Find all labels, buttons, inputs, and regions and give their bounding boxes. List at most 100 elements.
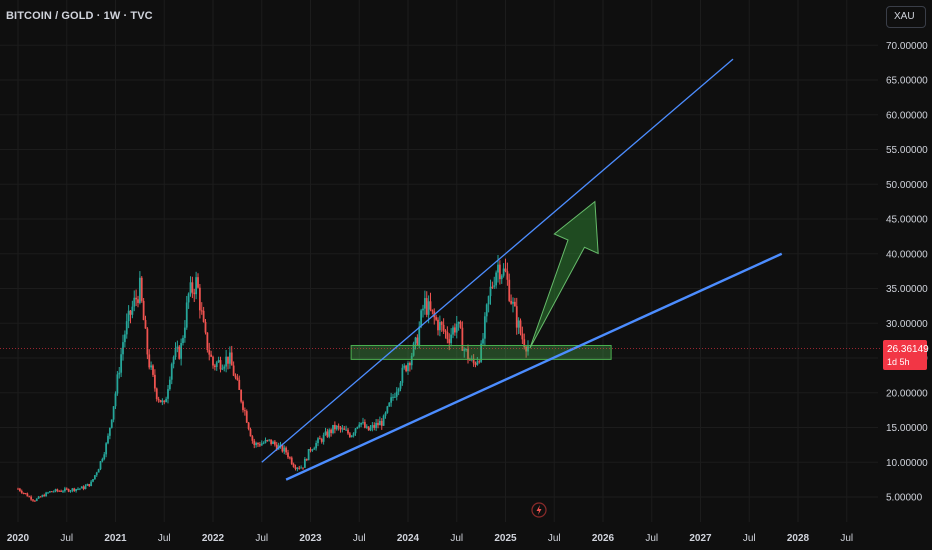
candle bbox=[425, 298, 428, 315]
candle bbox=[92, 479, 94, 482]
candle bbox=[110, 419, 113, 428]
candle bbox=[386, 406, 389, 413]
candle bbox=[223, 366, 226, 369]
candle bbox=[35, 498, 38, 502]
candle bbox=[328, 429, 331, 437]
candle bbox=[114, 393, 117, 407]
candle bbox=[18, 488, 21, 491]
candle bbox=[298, 467, 301, 469]
candle bbox=[427, 301, 430, 315]
candle bbox=[491, 286, 494, 288]
candle bbox=[474, 363, 477, 365]
y-tick-label: 60.00000 bbox=[886, 110, 928, 121]
candle bbox=[416, 337, 419, 346]
candle bbox=[266, 440, 269, 442]
candle bbox=[350, 435, 353, 438]
candle bbox=[495, 272, 498, 286]
y-tick-label: 35.00000 bbox=[886, 284, 928, 295]
candle bbox=[63, 488, 66, 492]
candle bbox=[472, 358, 475, 364]
x-tick-label: Jul bbox=[450, 533, 463, 544]
candle bbox=[392, 396, 394, 398]
candle bbox=[384, 412, 387, 416]
candle bbox=[225, 356, 228, 367]
candle bbox=[403, 365, 406, 368]
candle bbox=[22, 492, 25, 494]
candle bbox=[236, 377, 239, 380]
candle bbox=[358, 424, 361, 427]
candle bbox=[315, 443, 318, 449]
candle bbox=[208, 349, 211, 355]
time-axis: 2020 Jul 2021 Jul 2022 Jul 2023 Jul 2024 Jul 2025 J… bbox=[7, 533, 853, 544]
upper-channel-line bbox=[261, 58, 734, 463]
candle bbox=[228, 352, 231, 364]
candle bbox=[88, 483, 91, 487]
candle bbox=[58, 490, 61, 492]
candle bbox=[502, 268, 505, 276]
candle bbox=[365, 426, 368, 428]
projected-arrow bbox=[529, 200, 599, 349]
x-tick-label: 2026 bbox=[592, 533, 615, 544]
x-tick-label: 2020 bbox=[7, 533, 30, 544]
candle bbox=[525, 346, 528, 352]
candle bbox=[523, 339, 526, 347]
candle bbox=[343, 428, 346, 430]
candle bbox=[435, 317, 438, 320]
candle bbox=[268, 439, 271, 441]
candle bbox=[60, 490, 63, 492]
candle bbox=[240, 389, 243, 402]
x-tick-label: Jul bbox=[60, 533, 73, 544]
candle bbox=[47, 492, 49, 494]
candle bbox=[287, 452, 289, 458]
candle bbox=[292, 464, 295, 468]
candle bbox=[493, 285, 496, 287]
candle bbox=[78, 488, 81, 490]
candle bbox=[422, 308, 424, 311]
flash-icon[interactable] bbox=[531, 502, 547, 518]
candle bbox=[453, 327, 456, 333]
candle bbox=[183, 327, 186, 338]
candle bbox=[468, 359, 471, 361]
x-tick-label: 2028 bbox=[787, 533, 810, 544]
candle bbox=[281, 444, 284, 452]
candle bbox=[393, 396, 396, 398]
candle bbox=[303, 459, 306, 468]
candle bbox=[80, 486, 83, 489]
candle bbox=[500, 275, 503, 280]
candle bbox=[24, 493, 27, 495]
last-price-tag: 26.36149 1d 5h bbox=[883, 340, 929, 370]
candle bbox=[262, 442, 265, 444]
candle bbox=[437, 319, 439, 331]
candle bbox=[401, 367, 404, 383]
candle bbox=[152, 365, 154, 375]
y-tick-label: 65.00000 bbox=[886, 76, 928, 87]
candle bbox=[206, 332, 209, 350]
candle bbox=[176, 346, 179, 350]
candle bbox=[77, 488, 79, 490]
candle bbox=[129, 310, 132, 315]
candle bbox=[294, 467, 297, 469]
candle bbox=[142, 300, 145, 321]
candle bbox=[243, 410, 246, 412]
currency-button[interactable]: XAU bbox=[886, 6, 926, 28]
candle bbox=[127, 310, 130, 322]
candle bbox=[219, 360, 222, 370]
x-tick-label: 2024 bbox=[397, 533, 420, 544]
candle bbox=[431, 309, 434, 312]
candle bbox=[120, 354, 123, 373]
candle bbox=[467, 349, 469, 360]
candle bbox=[197, 277, 199, 288]
chart-title: BITCOIN / GOLD · 1W · TVC bbox=[6, 10, 153, 22]
candle bbox=[332, 424, 334, 433]
candle bbox=[448, 339, 451, 344]
candle bbox=[48, 491, 51, 493]
candle bbox=[155, 388, 158, 399]
candle bbox=[258, 444, 261, 446]
candle bbox=[131, 306, 134, 315]
candle bbox=[388, 402, 391, 407]
candle bbox=[410, 355, 413, 366]
candle bbox=[191, 282, 194, 293]
candle bbox=[418, 326, 421, 346]
candle bbox=[378, 420, 381, 426]
